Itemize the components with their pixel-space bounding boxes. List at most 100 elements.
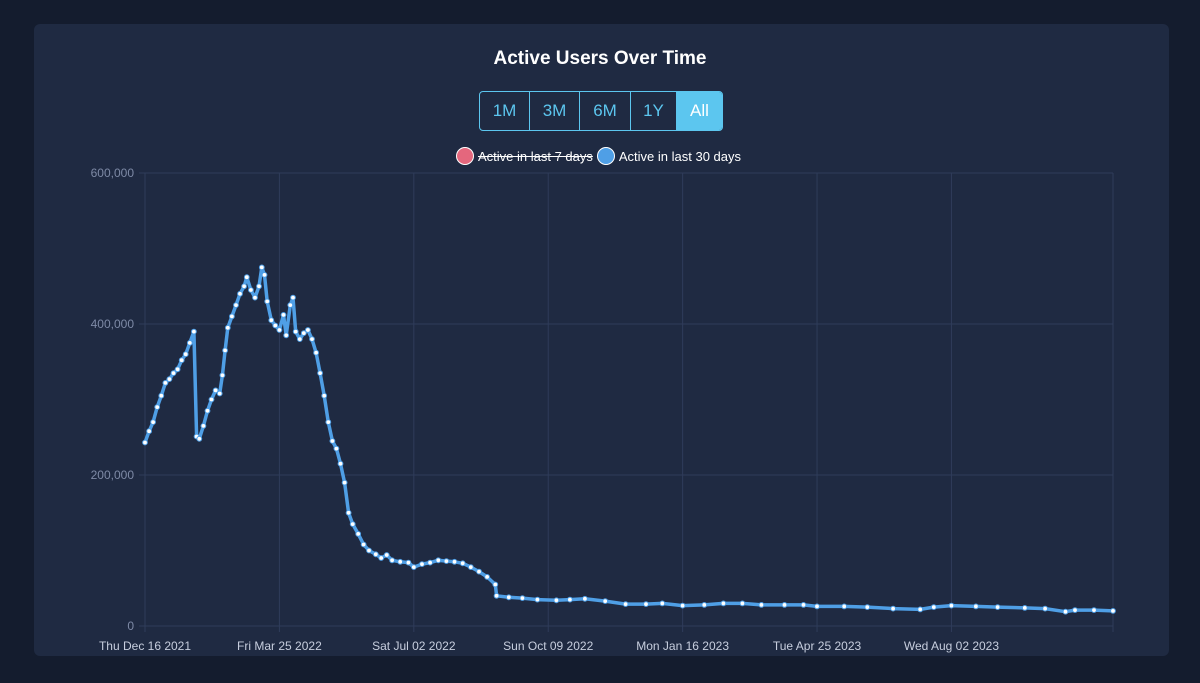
y-tick-label: 200,000 xyxy=(91,468,135,482)
data-point xyxy=(146,428,153,435)
data-point xyxy=(389,557,396,564)
data-point xyxy=(252,294,258,301)
data-point xyxy=(222,347,229,354)
data-point xyxy=(208,396,215,403)
data-point xyxy=(268,317,275,324)
data-point xyxy=(283,332,290,339)
x-tick-label: Wed Aug 02 2023 xyxy=(904,639,1000,653)
data-point xyxy=(643,601,649,607)
data-point xyxy=(492,581,499,588)
data-point xyxy=(355,531,362,537)
data-point xyxy=(602,598,609,604)
data-point xyxy=(150,419,157,426)
data-point xyxy=(1062,608,1069,615)
data-point xyxy=(261,272,268,278)
data-point xyxy=(534,596,541,603)
data-point xyxy=(451,558,458,565)
data-point xyxy=(372,551,379,558)
data-point xyxy=(264,298,271,305)
data-point xyxy=(317,370,324,377)
data-point xyxy=(276,327,283,333)
legend-item-7-days[interactable]: Active in last 7 days xyxy=(456,147,593,165)
range-button-1m[interactable]: 1M xyxy=(480,92,530,130)
data-point xyxy=(781,602,788,608)
data-point xyxy=(1021,605,1028,611)
data-point xyxy=(341,479,348,486)
data-point xyxy=(219,372,226,379)
chart-card xyxy=(34,24,1169,656)
data-point xyxy=(917,606,924,613)
data-point xyxy=(467,564,474,570)
chart-legend: Active in last 7 days Active in last 30 … xyxy=(456,146,741,166)
data-point xyxy=(309,336,315,343)
x-tick-label: Fri Mar 25 2022 xyxy=(237,639,322,653)
data-point xyxy=(174,366,181,373)
data-point xyxy=(237,290,243,297)
data-point xyxy=(216,390,223,397)
data-point xyxy=(224,324,231,331)
data-point xyxy=(204,407,211,414)
x-tick-label: Sun Oct 09 2022 xyxy=(503,639,593,653)
data-point xyxy=(405,559,412,566)
legend-label-30-days: Active in last 30 days xyxy=(618,148,742,164)
range-button-all[interactable]: All xyxy=(677,92,722,130)
data-point xyxy=(1110,608,1116,614)
data-point xyxy=(553,597,560,604)
data-point xyxy=(948,602,955,609)
data-point xyxy=(233,302,239,309)
range-button-1y[interactable]: 1Y xyxy=(631,92,677,130)
data-point xyxy=(162,380,169,386)
data-point xyxy=(973,603,979,610)
legend-swatch-7-days xyxy=(456,147,474,165)
data-point xyxy=(349,521,356,527)
data-point xyxy=(800,602,807,608)
range-button-6m[interactable]: 6M xyxy=(580,92,631,130)
data-point xyxy=(994,604,1001,610)
data-point xyxy=(1091,607,1097,613)
data-point xyxy=(493,592,500,599)
data-point xyxy=(360,541,367,548)
data-point xyxy=(427,559,434,566)
data-point xyxy=(248,287,254,293)
data-point xyxy=(333,445,340,452)
data-point xyxy=(287,302,294,309)
data-point xyxy=(930,604,937,610)
data-point xyxy=(313,349,320,356)
data-point xyxy=(212,387,219,394)
data-point xyxy=(814,603,820,610)
data-point xyxy=(622,601,629,607)
x-tick-label: Sat Jul 02 2022 xyxy=(372,639,456,653)
data-point xyxy=(1072,607,1078,613)
legend-item-30-days[interactable]: Active in last 30 days xyxy=(596,147,742,165)
data-point xyxy=(890,605,896,612)
data-point xyxy=(305,327,311,333)
data-point xyxy=(484,574,491,580)
data-point xyxy=(443,558,450,564)
data-point xyxy=(345,509,352,516)
data-point xyxy=(1042,605,1048,612)
data-point xyxy=(435,557,442,564)
data-point xyxy=(720,600,727,607)
range-button-3m[interactable]: 3M xyxy=(530,92,580,130)
data-point xyxy=(567,596,573,603)
data-point xyxy=(241,283,248,290)
y-tick-label: 0 xyxy=(127,619,134,633)
data-point xyxy=(178,357,185,364)
data-point xyxy=(186,340,193,346)
y-tick-label: 600,000 xyxy=(91,166,135,180)
data-point xyxy=(272,322,279,329)
data-point xyxy=(659,600,666,607)
data-point xyxy=(701,602,708,608)
data-point xyxy=(166,376,173,383)
x-tick-label: Tue Apr 25 2023 xyxy=(773,639,862,653)
data-point xyxy=(290,294,296,301)
data-point xyxy=(397,558,404,565)
data-point xyxy=(258,264,265,271)
data-point xyxy=(410,564,417,570)
data-point xyxy=(321,392,328,399)
x-tick-label: Thu Dec 16 2021 xyxy=(99,639,191,653)
data-point xyxy=(459,560,466,567)
legend-label-7-days: Active in last 7 days xyxy=(478,148,593,164)
data-point xyxy=(329,438,336,444)
